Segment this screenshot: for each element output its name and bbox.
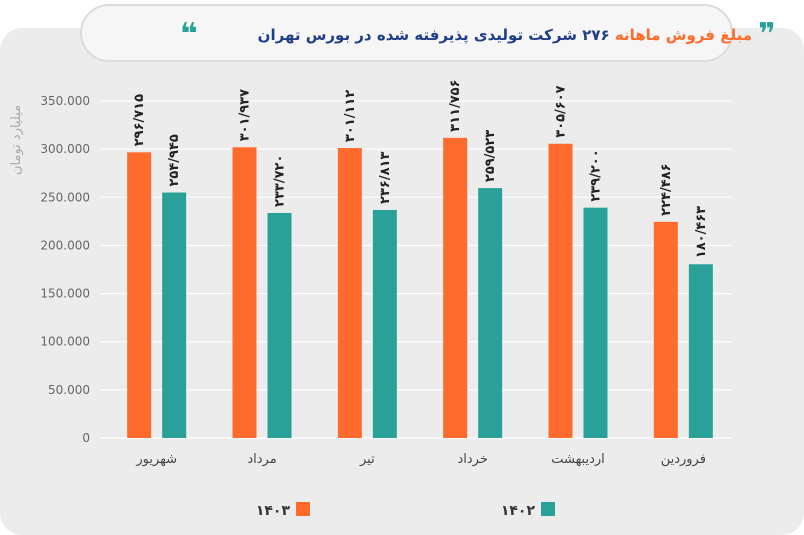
data-label: ۳۰۵/۶۰۷ xyxy=(554,85,569,137)
data-label: ۳۰۱/۱۱۲ xyxy=(343,90,358,142)
bar-1402 xyxy=(267,212,292,438)
bar-1403 xyxy=(443,137,468,439)
bar-1402 xyxy=(688,264,713,438)
data-label: ۲۳۹/۲۰۰ xyxy=(589,149,604,201)
data-label: ۲۹۶/۷۱۵ xyxy=(132,94,147,146)
y-tick-label: 0 xyxy=(82,431,90,445)
bar-1403 xyxy=(548,143,573,438)
legend-swatch-1403 xyxy=(296,502,310,516)
data-label: ۳۰۱/۹۳۷ xyxy=(238,89,253,141)
x-tick-label: اردیبهشت xyxy=(551,452,605,467)
data-label: ۳۱۱/۷۵۶ xyxy=(448,79,463,131)
x-tick-label: خرداد xyxy=(457,452,487,467)
data-label: ۱۸۰/۴۶۳ xyxy=(694,206,709,258)
bar-1403 xyxy=(127,152,152,438)
legend-swatch-1402 xyxy=(541,502,555,516)
y-tick-label: 150.000 xyxy=(40,287,90,301)
data-label: ۲۳۳/۷۲۰ xyxy=(273,155,288,207)
bar-1402 xyxy=(162,192,187,438)
bar-1403 xyxy=(653,221,678,438)
legend-label: ۱۴۰۲ xyxy=(501,503,536,519)
data-label: ۲۵۹/۵۲۳ xyxy=(483,130,498,182)
y-tick-label: 50.000 xyxy=(48,383,90,397)
title-highlight: مبلغ فروش ماهانه xyxy=(614,26,752,44)
bar-1402 xyxy=(583,207,608,438)
bar-1402 xyxy=(372,209,397,438)
bar-1402 xyxy=(478,188,503,438)
title-rest: ۲۷۶ شرکت تولیدی پذیرفته شده در بورس تهرا… xyxy=(257,26,610,44)
y-tick-label: 200.000 xyxy=(40,238,90,252)
data-label: ۲۲۴/۴۸۶ xyxy=(659,163,674,215)
x-tick-label: فروردین xyxy=(661,452,706,467)
x-tick-label: تیر xyxy=(359,452,375,467)
bar-1403 xyxy=(232,147,257,438)
chart-title: مبلغ فروش ماهانه ۲۷۶ شرکت تولیدی پذیرفته… xyxy=(232,26,752,44)
y-axis-label: میلیارد تومان xyxy=(9,105,24,175)
data-label: ۲۵۴/۹۴۵ xyxy=(167,134,182,186)
x-tick-label: شهریور xyxy=(135,452,177,467)
title-banner: ❝ مبلغ فروش ماهانه ۲۷۶ شرکت تولیدی پذیرف… xyxy=(80,4,776,62)
legend-label: ۱۴۰۳ xyxy=(256,503,291,519)
bar-1403 xyxy=(337,148,362,439)
y-tick-label: 350.000 xyxy=(40,94,90,108)
y-tick-label: 300.000 xyxy=(40,142,90,156)
y-tick-label: 250.000 xyxy=(40,190,90,204)
quote-right-icon: ❞ xyxy=(758,17,776,52)
x-tick-label: مرداد xyxy=(247,452,276,467)
y-tick-label: 100.000 xyxy=(40,335,90,349)
data-label: ۲۳۶/۸۱۳ xyxy=(378,152,393,204)
quote-left-icon: ❝ xyxy=(180,17,198,52)
